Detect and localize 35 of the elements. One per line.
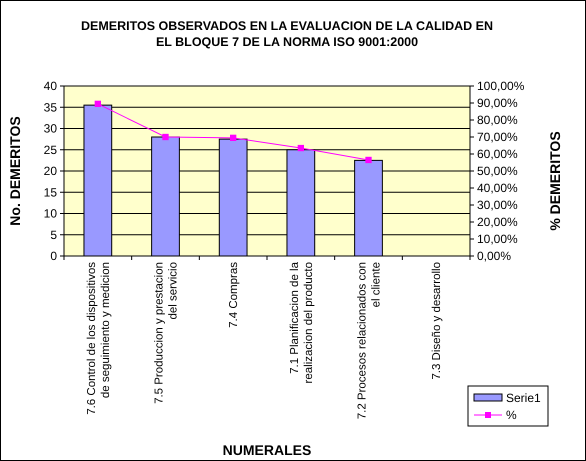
point: [94, 100, 101, 108]
y2-tick-label: 10,00%: [477, 232, 518, 246]
y-axis-title: No. DEMERITOS: [7, 116, 23, 226]
legend-label: Serie1: [506, 391, 542, 405]
y2-tick-label: 0,00%: [477, 249, 512, 263]
y-tick-label: 25: [44, 142, 58, 157]
y-tick-label: 30: [44, 122, 58, 136]
point: [230, 134, 236, 142]
y-tick-label: 5: [50, 228, 58, 242]
y2-tick-label: 20,00%: [477, 215, 518, 229]
x-tick-label: 7.2 Procesos relacionados con el cliente: [356, 262, 382, 420]
chart-title: DEMERITOS OBSERVADOS EN LA EVALUACION DE LA CALIDAD EN EL BLOQUE 7 DE LA NORMA ISO 9001:2000: [80, 19, 494, 49]
point: [365, 156, 372, 164]
y2-tick-label: 70,00%: [477, 130, 518, 144]
point: [162, 134, 169, 140]
y2-tick-label: 80,00%: [477, 113, 518, 127]
y2-tick-label: 30,00%: [477, 198, 518, 212]
y2-tick-label: 50,00%: [477, 164, 518, 178]
point: [298, 144, 304, 152]
y2-tick-label: 100,00%: [477, 79, 525, 93]
x-tick-label: 7.4 Compras: [228, 262, 240, 328]
y2-tick-label: 40,00%: [477, 181, 518, 195]
y-tick-label: 35: [44, 100, 58, 114]
x-axis-title: NUMERALES: [222, 442, 312, 458]
x-tick-label: 7.6 Control de los dispositivos de seguimiento y medicion: [86, 262, 112, 415]
y-tick-label: 0: [50, 249, 58, 263]
y-tick-label: 10: [44, 206, 58, 220]
y-tick-label: 40: [44, 79, 58, 93]
legend-label: %: [506, 408, 517, 422]
y2-axis-title: % DEMERITOS: [547, 131, 563, 231]
y2-tick-label: 90,00%: [477, 96, 518, 110]
x-tick-label: 7.3 Diseño y desarrollo: [431, 262, 444, 380]
y-tick-label: 20: [44, 164, 58, 178]
y2-tick-label: 60,00%: [477, 147, 518, 161]
y-tick-label: 15: [44, 185, 58, 200]
